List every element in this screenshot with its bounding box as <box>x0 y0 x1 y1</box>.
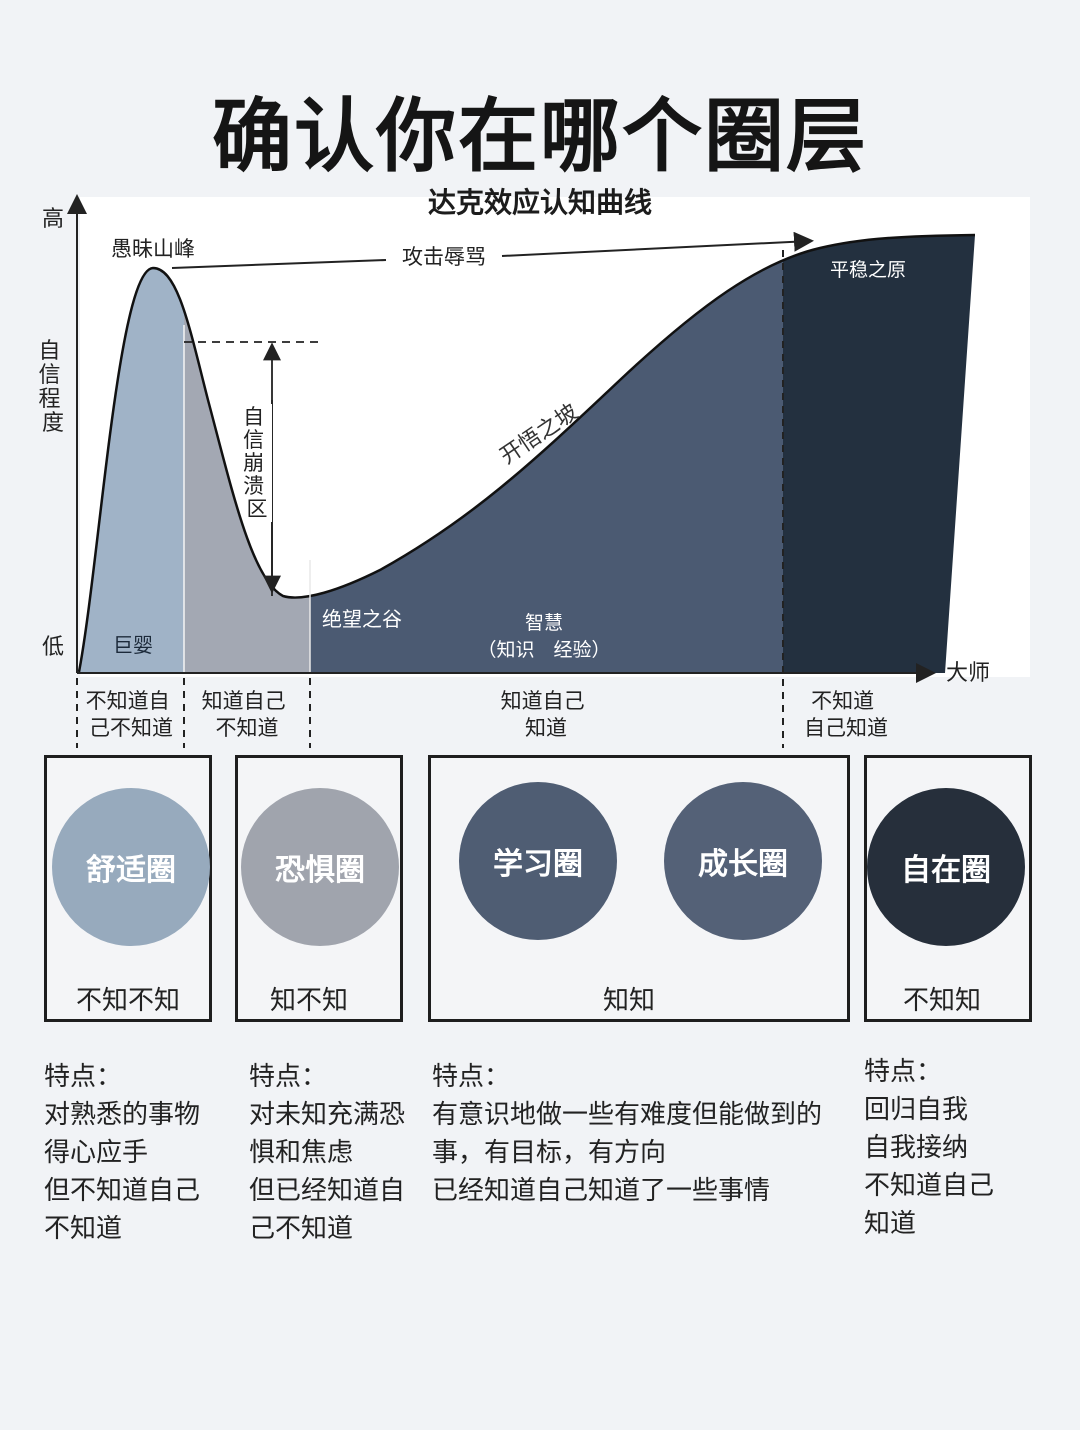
trait-line: 己不知道 <box>249 1214 354 1244</box>
zone-area-learning <box>310 260 783 673</box>
peak-label: 愚昧山峰 <box>111 237 195 261</box>
collapse-label-char: 区 <box>247 497 268 521</box>
trait-line: 不知道 <box>44 1214 123 1244</box>
trait-heading: 特点： <box>432 1062 511 1092</box>
comfort-zone-circle: 舒适圈 <box>52 788 210 946</box>
y-axis-low: 低 <box>42 635 64 660</box>
plateau-label: 平稳之原 <box>830 259 906 281</box>
collapse-label-char: 自 <box>243 405 264 429</box>
fear-zone-title: 恐惧圈 <box>275 853 365 888</box>
curve-areas <box>77 235 975 673</box>
y-axis-label: 自 信 程 度 <box>38 339 67 436</box>
comfort-traits: 特点： 对熟悉的事物 得心应手 但不知道自己 不知道 <box>44 1058 200 1248</box>
trait-line: 回归自我 <box>864 1095 969 1125</box>
trait-heading: 特点： <box>249 1062 328 1092</box>
trait-line: 不知道自己 <box>864 1171 995 1201</box>
y-axis-label-char: 程 <box>38 387 60 412</box>
trait-line: 自我接纳 <box>864 1133 969 1163</box>
zone-area-comfort <box>77 268 184 673</box>
learning-zone-title: 学习圈 <box>493 847 583 882</box>
comfort-zone-label: 不知不知 <box>75 986 180 1016</box>
learning-traits: 特点： 有意识地做一些有难度但能做到的 事，有目标，有方向 已经知道自己知道了一… <box>432 1058 822 1210</box>
wisdom-label: 智慧 <box>525 612 563 634</box>
stage-label-1: 不知道自 己不知道 <box>86 689 177 740</box>
growth-zone-circle: 成长圈 <box>664 782 822 940</box>
trait-heading: 特点： <box>864 1057 943 1087</box>
attack-label: 攻击辱骂 <box>402 245 486 269</box>
y-axis-label-char: 信 <box>38 363 60 388</box>
freedom-zone-label: 不知知 <box>902 986 981 1016</box>
trait-line: 惧和焦虑 <box>249 1138 354 1168</box>
valley-label: 绝望之谷 <box>322 607 402 631</box>
confidence-curve <box>77 233 976 673</box>
stage-label-3: 知道自己 知道 <box>501 689 592 740</box>
trait-line: 对熟悉的事物 <box>44 1100 201 1130</box>
fear-traits: 特点： 对未知充满恐 惧和焦虑 但已经知道自 己不知道 <box>249 1058 405 1248</box>
trait-heading: 特点： <box>44 1062 123 1092</box>
zone-area-fear <box>184 310 310 673</box>
trait-line: 有意识地做一些有难度但能做到的 <box>432 1100 823 1130</box>
comfort-zone-box: 舒适圈 不知不知 <box>44 755 212 1022</box>
y-axis-label-char: 度 <box>42 411 64 436</box>
stage-label-2: 知道自己 不知道 <box>202 689 293 740</box>
zone-area-freedom <box>783 235 975 673</box>
stage-label-4: 不知道 自己知道 <box>804 689 888 740</box>
collapse-label-bg <box>244 404 272 522</box>
freedom-zone-box: 自在圈 不知知 <box>864 755 1032 1022</box>
fear-zone-circle: 恐惧圈 <box>241 788 399 946</box>
dunning-kruger-diagram: 达克效应认知曲线 高 低 自 信 程 度 大师 愚昧山峰 攻击辱骂 自 信 崩 … <box>38 186 990 748</box>
freedom-zone-title: 自在圈 <box>901 853 991 888</box>
fear-zone-box: 恐惧圈 知不知 <box>235 755 403 1022</box>
trait-line: 知道 <box>864 1209 917 1239</box>
trait-line: 对未知充满恐 <box>249 1100 406 1130</box>
baby-label: 巨婴 <box>113 633 153 657</box>
freedom-zone-circle: 自在圈 <box>867 788 1025 946</box>
comfort-zone-title: 舒适圈 <box>86 853 176 888</box>
trait-line: 但不知道自己 <box>44 1176 201 1206</box>
trait-line: 得心应手 <box>44 1138 149 1168</box>
page-title: 确认你在哪个圈层 <box>212 90 868 183</box>
trait-line: 但已经知道自 <box>249 1176 406 1206</box>
trait-line: 已经知道自己知道了一些事情 <box>432 1176 771 1206</box>
trait-line: 事，有目标，有方向 <box>432 1138 667 1168</box>
fear-zone-label: 知不知 <box>269 986 348 1016</box>
learning-zone-circle: 学习圈 <box>459 782 617 940</box>
freedom-traits: 特点： 回归自我 自我接纳 不知道自己 知道 <box>864 1053 994 1243</box>
collapse-label: 自 信 崩 溃 区 <box>243 405 271 521</box>
attack-arrow-left <box>171 259 387 269</box>
learning-growth-box: 学习圈 成长圈 知知 <box>428 755 850 1022</box>
x-axis-master-label: 大师 <box>946 661 990 686</box>
wisdom-note: （知识 经验） <box>477 639 610 661</box>
growth-zone-title: 成长圈 <box>698 847 788 882</box>
collapse-label-char: 崩 <box>243 451 264 475</box>
y-axis-high: 高 <box>42 207 64 232</box>
chart-subtitle: 达克效应认知曲线 <box>428 186 652 219</box>
attack-arrow-right <box>501 231 814 257</box>
learning-growth-label: 知知 <box>602 986 655 1016</box>
collapse-label-char: 信 <box>243 428 264 452</box>
y-axis-label-char: 自 <box>38 339 60 364</box>
collapse-label-char: 溃 <box>243 474 264 498</box>
